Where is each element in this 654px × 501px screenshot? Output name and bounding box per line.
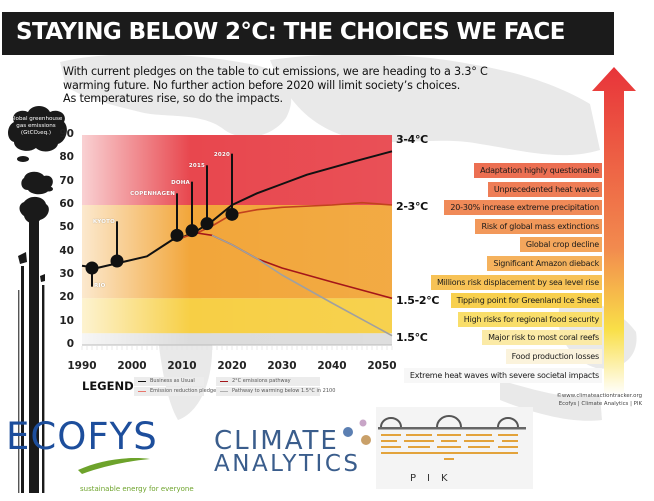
impact-item: Millions risk displacement by sea level …: [430, 274, 602, 290]
x-tick-label: 2010: [167, 360, 197, 372]
y-tick-label: 10: [59, 314, 74, 327]
legend-label: Emission reduction pledges: [150, 388, 219, 394]
credits-url: ©www.climateactiontracker.org: [556, 393, 643, 399]
legend-item-2c-pathway: 2°C emissions pathway: [216, 377, 320, 386]
event-label: KYOTO: [92, 219, 115, 226]
y-tick-label: 20: [59, 291, 74, 304]
temperature-label: 3-4°C: [396, 132, 428, 146]
event-marker: [170, 228, 184, 242]
legend-item-emission-reduction-pledges: Emission reduction pledges: [134, 387, 219, 396]
ecofys-tagline: sustainable energy for everyone: [80, 485, 194, 493]
pik-label: PIK: [410, 473, 459, 484]
intro-line: As temperatures rise, so do the impacts.: [63, 92, 283, 106]
x-tick-label: 2000: [117, 360, 147, 372]
event-label: DOHA: [171, 179, 190, 186]
climate-analytics-logo-line1: CLIMATE: [214, 426, 339, 456]
page-title: STAYING BELOW 2°C: THE CHOICES WE FACE: [16, 19, 565, 45]
event-marker: [200, 217, 214, 231]
impact-item: Extreme heat waves with severe societal …: [403, 367, 602, 383]
credits: ©www.climateactiontracker.org Ecofys | C…: [557, 392, 643, 408]
y-tick-label: 40: [59, 244, 74, 257]
y-tick-label: 90: [59, 128, 74, 140]
event-marker: [225, 207, 239, 221]
x-tick-label: 1990: [67, 360, 97, 372]
title-bar: STAYING BELOW 2°C: THE CHOICES WE FACE: [2, 12, 614, 55]
intro-line: With current pledges on the table to cut…: [63, 65, 488, 78]
legend-swatch: [220, 391, 228, 393]
event-label: 2020: [213, 151, 230, 158]
series-line: [181, 201, 393, 239]
event-marker: [110, 254, 124, 268]
temperature-label: 1.5-2°C: [396, 293, 440, 307]
y-tick-label: 60: [59, 198, 74, 210]
intro-line: warming future. No further action before…: [63, 78, 461, 92]
impact-item: Global crop decline: [519, 237, 602, 253]
x-tick-label: 2050: [367, 360, 397, 372]
legend-label: Pathway to warming below 1.5°C in 2100: [232, 388, 336, 394]
chart-fade-overlay: [82, 135, 392, 345]
event-label: COPENHAGEN: [130, 191, 175, 198]
impact-item: High risks for regional food security: [457, 311, 602, 327]
y-tick-label: 0: [66, 338, 74, 350]
climate-analytics-logo-line2: ANALYTICS: [214, 451, 361, 477]
impact-item: Unprecedented heat waves: [487, 181, 602, 197]
event-marker: [85, 261, 99, 275]
event-label: 2015: [188, 163, 205, 170]
legend-label: 2°C emissions pathway: [232, 378, 291, 384]
ecofys-logo: ECOFYS: [6, 415, 158, 458]
y-tick-label: 80: [59, 151, 74, 164]
legend-swatch: [138, 391, 146, 393]
x-tick-label: 2040: [317, 360, 347, 372]
x-tick-label: 2020: [217, 360, 247, 372]
smoke-cloud-icon: [8, 106, 67, 224]
legend-swatch: [138, 381, 146, 383]
intro-text: With current pledges on the table to cut…: [63, 65, 563, 106]
temperature-label: 2-3°C: [396, 200, 428, 214]
y-tick-label: 70: [59, 174, 74, 187]
impact-item: Tipping point for Greenland Ice Sheet: [450, 293, 602, 309]
arrow-up-icon: [592, 67, 636, 395]
smokestack-icon: [18, 217, 45, 493]
temperature-label: 1.5°C: [396, 331, 428, 344]
legend-swatch: [220, 381, 228, 383]
series-line: [211, 234, 393, 337]
x-tick-label: 2030: [267, 360, 297, 372]
legend-label: Business as Usual: [150, 378, 195, 384]
y-axis-title: Global greenhouse gas emissions (GtCO₂eq…: [9, 116, 63, 136]
y-tick-label: 30: [59, 268, 74, 280]
impact-item: Risk of global mass extinctions: [475, 218, 602, 234]
y-tick-label: 50: [59, 221, 74, 234]
impact-item: Major risk to most coral reefs: [482, 330, 602, 346]
event-label: RIO: [94, 282, 106, 289]
legend-item-1-5c-pathway: Pathway to warming below 1.5°C in 2100: [216, 387, 335, 396]
legend-title: LEGEND: [82, 379, 134, 393]
impact-item: Adaptation highly questionable: [474, 163, 602, 178]
impact-item: Food production losses: [505, 349, 602, 364]
event-marker: [185, 224, 199, 238]
legend-item-business-as-usual: Business as Usual: [134, 377, 204, 386]
impact-item: Significant Amazon dieback: [487, 256, 602, 271]
credits-orgs: Ecofys | Climate Analytics | PIK: [558, 401, 642, 407]
impact-item: 20-30% increase extreme precipitation: [444, 200, 602, 216]
